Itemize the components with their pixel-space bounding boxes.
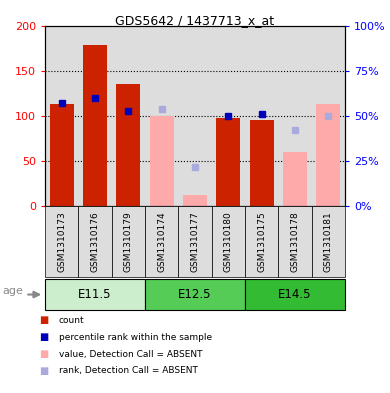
Bar bbox=[316, 104, 340, 206]
Bar bbox=[216, 118, 240, 206]
Bar bbox=[312, 26, 345, 206]
Bar bbox=[245, 26, 278, 206]
Text: value, Detection Call = ABSENT: value, Detection Call = ABSENT bbox=[58, 350, 202, 358]
Text: E12.5: E12.5 bbox=[178, 288, 212, 301]
Text: ■: ■ bbox=[39, 349, 48, 359]
Bar bbox=[250, 120, 274, 206]
Bar bbox=[150, 116, 174, 206]
Text: GSM1310175: GSM1310175 bbox=[257, 211, 266, 272]
Text: GSM1310177: GSM1310177 bbox=[190, 211, 200, 272]
Bar bbox=[45, 26, 78, 206]
Bar bbox=[278, 26, 312, 206]
Text: E14.5: E14.5 bbox=[278, 288, 312, 301]
Text: GSM1310181: GSM1310181 bbox=[324, 211, 333, 272]
Text: E11.5: E11.5 bbox=[78, 288, 112, 301]
Text: GSM1310178: GSM1310178 bbox=[291, 211, 300, 272]
Text: ■: ■ bbox=[39, 332, 48, 342]
Bar bbox=[178, 26, 212, 206]
Bar bbox=[212, 26, 245, 206]
Text: GSM1310174: GSM1310174 bbox=[157, 211, 166, 272]
Bar bbox=[145, 26, 178, 206]
Text: GDS5642 / 1437713_x_at: GDS5642 / 1437713_x_at bbox=[115, 14, 275, 27]
Bar bbox=[183, 195, 207, 206]
Bar bbox=[50, 104, 74, 206]
Bar bbox=[78, 26, 112, 206]
Text: percentile rank within the sample: percentile rank within the sample bbox=[58, 333, 212, 342]
Text: GSM1310179: GSM1310179 bbox=[124, 211, 133, 272]
Bar bbox=[283, 152, 307, 206]
Text: rank, Detection Call = ABSENT: rank, Detection Call = ABSENT bbox=[58, 367, 197, 375]
Text: ■: ■ bbox=[39, 366, 48, 376]
Text: ■: ■ bbox=[39, 315, 48, 325]
Bar bbox=[116, 84, 140, 206]
Bar bbox=[83, 46, 107, 206]
Bar bbox=[112, 26, 145, 206]
Text: GSM1310176: GSM1310176 bbox=[90, 211, 99, 272]
Text: count: count bbox=[58, 316, 84, 325]
Text: GSM1310180: GSM1310180 bbox=[224, 211, 233, 272]
Text: GSM1310173: GSM1310173 bbox=[57, 211, 66, 272]
Text: age: age bbox=[2, 286, 23, 296]
